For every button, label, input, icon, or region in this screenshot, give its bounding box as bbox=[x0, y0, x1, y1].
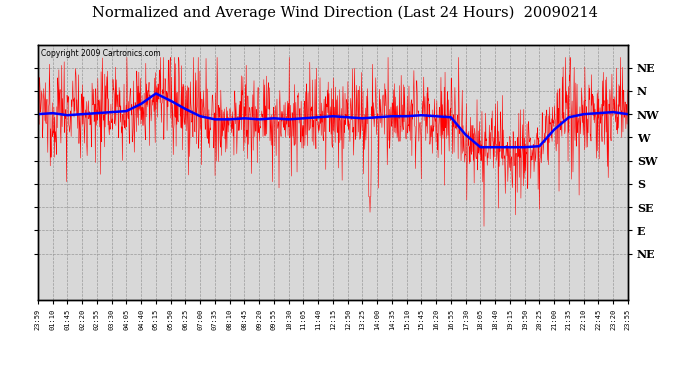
Text: Copyright 2009 Cartronics.com: Copyright 2009 Cartronics.com bbox=[41, 49, 161, 58]
Text: Normalized and Average Wind Direction (Last 24 Hours)  20090214: Normalized and Average Wind Direction (L… bbox=[92, 6, 598, 20]
